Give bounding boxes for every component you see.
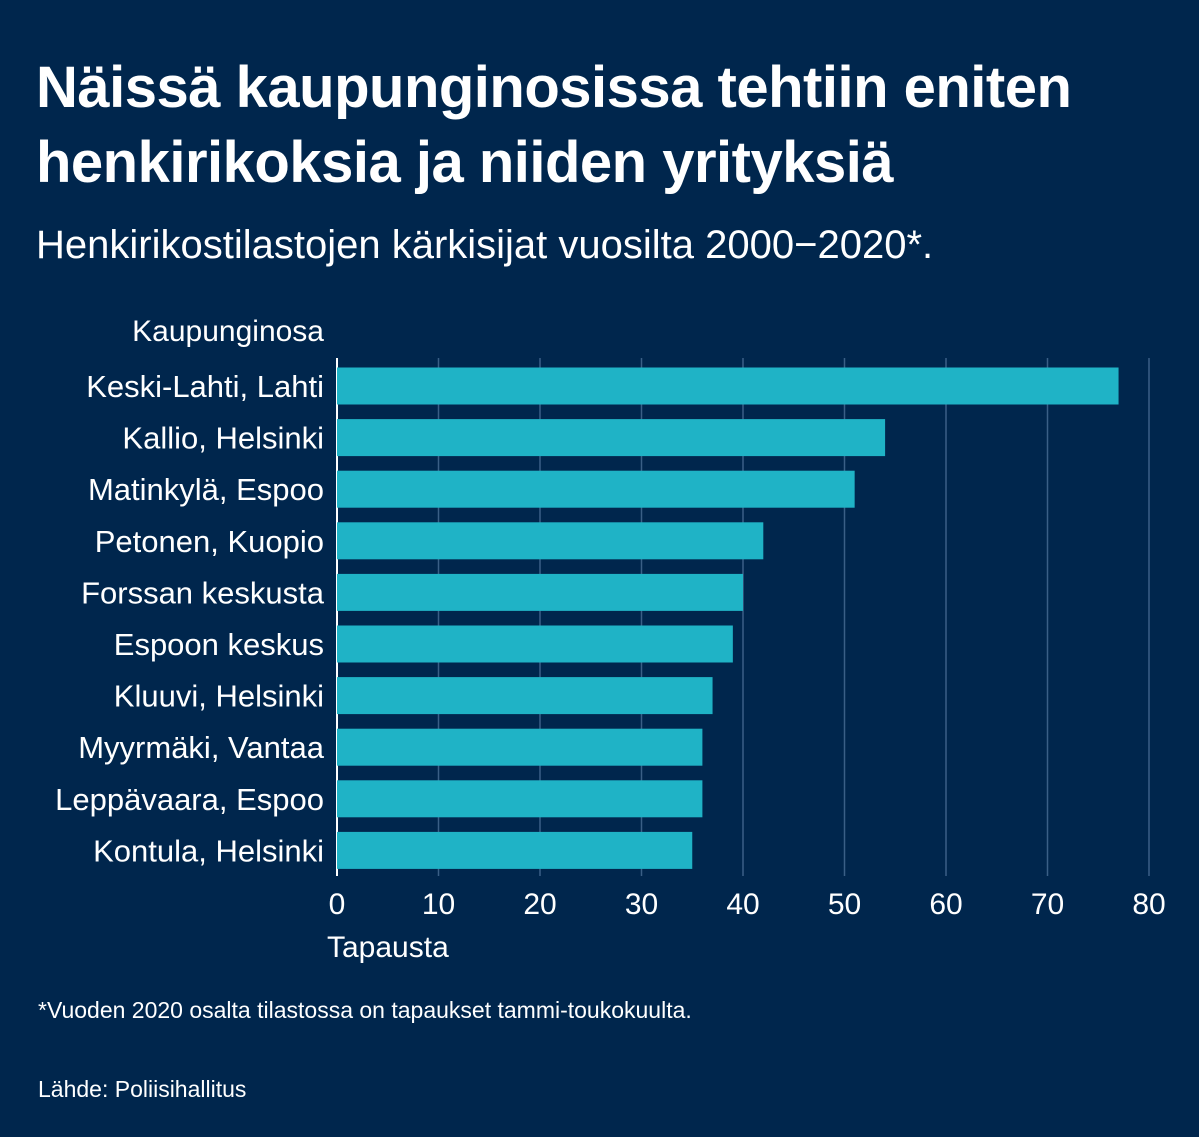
category-label: Petonen, Kuopio <box>95 524 324 559</box>
category-label: Espoon keskus <box>114 627 324 662</box>
x-tick-label: 40 <box>726 888 759 921</box>
x-tick-label: 60 <box>929 888 962 921</box>
x-tick-labels: 0 10 20 30 40 50 60 70 80 <box>329 888 1166 921</box>
bar <box>337 677 713 715</box>
category-label: Kallio, Helsinki <box>122 421 324 456</box>
category-label: Leppävaara, Espoo <box>55 782 324 817</box>
bar <box>337 522 764 560</box>
y-axis-title: Kaupunginosa <box>132 315 324 348</box>
bars <box>337 367 1119 869</box>
x-tick-label: 50 <box>828 888 861 921</box>
bar <box>337 470 855 508</box>
chart-subtitle: Henkirikostilastojen kärkisijat vuosilta… <box>36 223 934 267</box>
x-tick-label: 0 <box>329 888 346 921</box>
bar <box>337 573 743 611</box>
chart-title: Näissä kaupunginosissa tehtiin eniten he… <box>36 55 1072 195</box>
x-tick-label: 80 <box>1132 888 1165 921</box>
category-label: Matinkylä, Espoo <box>88 472 324 507</box>
x-tick-label: 70 <box>1031 888 1064 921</box>
bar <box>337 367 1119 405</box>
bar <box>337 419 886 457</box>
bar <box>337 831 693 869</box>
category-label: Kluuvi, Helsinki <box>114 679 324 714</box>
bar <box>337 625 733 663</box>
footnote: *Vuoden 2020 osalta tilastossa on tapauk… <box>38 997 692 1023</box>
category-label: Myyrmäki, Vantaa <box>78 730 325 765</box>
category-label: Forssan keskusta <box>81 575 325 610</box>
category-labels: Keski-Lahti, Lahti Kallio, Helsinki Matink… <box>55 369 325 868</box>
category-label: Keski-Lahti, Lahti <box>86 369 324 404</box>
category-label: Kontula, Helsinki <box>93 833 324 868</box>
x-axis-title: Tapausta <box>327 931 449 964</box>
x-tick-label: 10 <box>422 888 455 921</box>
x-tick-label: 20 <box>523 888 556 921</box>
source-note: Lähde: Poliisihallitus <box>38 1076 247 1102</box>
x-tick-label: 30 <box>625 888 658 921</box>
bar <box>337 780 703 818</box>
bar <box>337 728 703 766</box>
